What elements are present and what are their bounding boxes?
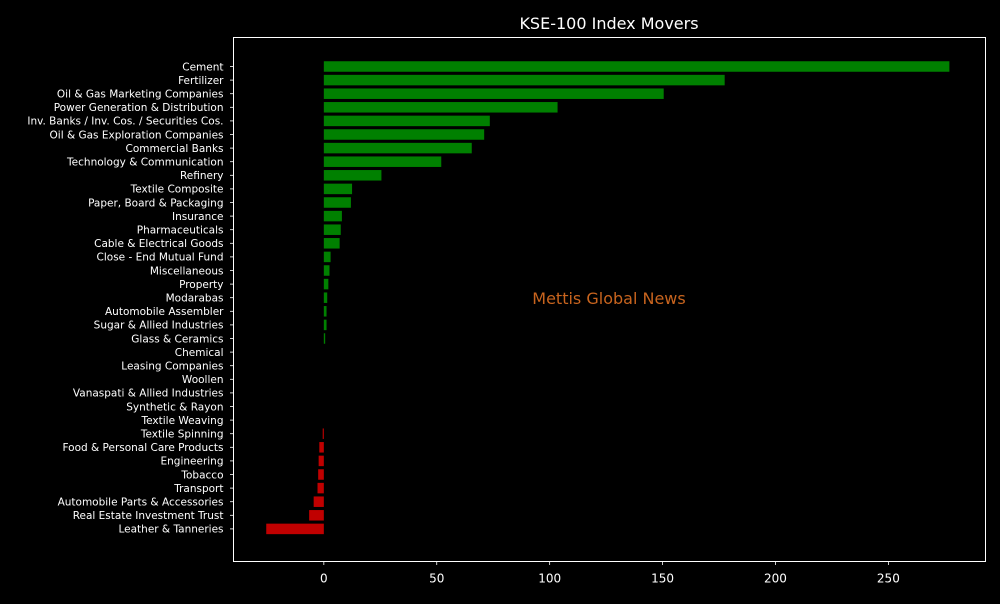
- category-label: Automobile Parts & Accessories: [58, 497, 224, 509]
- bar: [322, 428, 324, 439]
- bar: [323, 210, 342, 222]
- bar: [323, 61, 950, 72]
- category-label: Technology & Communication: [66, 157, 223, 169]
- category-label: Food & Personal Care Products: [62, 442, 223, 454]
- category-label: Vanaspati & Allied Industries: [73, 388, 224, 400]
- category-label: Paper, Board & Packaging: [88, 197, 223, 209]
- category-label: Chemical: [175, 347, 224, 359]
- bar: [319, 442, 324, 453]
- category-label: Property: [179, 279, 223, 291]
- category-label: Pharmaceuticals: [137, 225, 224, 237]
- category-label: Synthetic & Rayon: [126, 401, 223, 413]
- x-tick-label: 200: [764, 572, 787, 586]
- bar: [323, 278, 329, 290]
- bar: [266, 523, 324, 535]
- x-tick-label: 0: [320, 572, 328, 586]
- category-label: Real Estate Investment Trust: [73, 510, 224, 522]
- bar: [318, 455, 324, 467]
- bar: [323, 156, 442, 167]
- category-label: Refinery: [180, 170, 224, 182]
- category-label: Sugar & Allied Industries: [94, 320, 224, 332]
- bar: [323, 115, 490, 127]
- category-label: Fertilizer: [178, 75, 224, 87]
- bars-group: [266, 61, 950, 535]
- x-tick-label: 150: [651, 572, 674, 586]
- category-label: Textile Composite: [130, 184, 224, 196]
- bar: [323, 306, 327, 317]
- plot-area-frame: [233, 37, 986, 562]
- bar: [323, 88, 664, 99]
- x-axis-group: 0 50 100 150 200 250: [320, 561, 900, 586]
- category-labels-group: Cement Fertilizer Oil & Gas Marketing Comp…: [27, 61, 234, 536]
- bar: [318, 469, 324, 480]
- x-tick-label: 250: [877, 572, 900, 586]
- category-label: Miscellaneous: [150, 265, 224, 277]
- x-tick-label: 100: [538, 572, 561, 586]
- bar: [323, 251, 331, 263]
- category-label: Glass & Ceramics: [131, 333, 223, 345]
- category-label: Leasing Companies: [121, 361, 223, 373]
- bar: [309, 510, 324, 521]
- category-label: Inv. Banks / Inv. Cos. / Securities Cos.: [27, 116, 223, 128]
- bar: [323, 74, 725, 86]
- category-label: Automobile Assembler: [105, 306, 224, 318]
- bar: [323, 292, 328, 303]
- category-label: Tobacco: [180, 469, 223, 481]
- category-label: Insurance: [172, 211, 224, 223]
- category-label: Modarabas: [166, 293, 224, 305]
- bar: [323, 265, 330, 276]
- category-label: Commercial Banks: [126, 143, 224, 155]
- category-label: Cable & Electrical Goods: [94, 238, 223, 250]
- bar: [323, 102, 558, 113]
- bar: [323, 238, 340, 249]
- bar: [323, 142, 472, 154]
- category-label: Power Generation & Distribution: [54, 102, 224, 114]
- category-label: Oil & Gas Marketing Companies: [57, 89, 224, 101]
- bar: [323, 170, 382, 181]
- bar: [323, 319, 327, 331]
- bar: [323, 183, 353, 195]
- bar: [323, 224, 341, 235]
- category-label: Leather & Tanneries: [118, 524, 223, 536]
- category-label: Textile Spinning: [140, 429, 224, 441]
- bar: [317, 482, 324, 494]
- bar: [323, 197, 351, 208]
- category-label: Oil & Gas Exploration Companies: [50, 129, 224, 141]
- category-label: Woollen: [182, 374, 224, 386]
- x-tick-label: 50: [429, 572, 444, 586]
- category-label: Cement: [182, 61, 223, 73]
- category-label: Engineering: [161, 456, 224, 468]
- bar: [323, 129, 485, 140]
- watermark-text: Mettis Global News: [532, 289, 685, 308]
- category-label: Transport: [173, 483, 223, 495]
- bar: [313, 496, 324, 507]
- bar: [323, 333, 326, 344]
- category-label: Close - End Mutual Fund: [97, 252, 224, 264]
- category-label: Textile Weaving: [141, 415, 224, 427]
- chart-title: KSE-100 Index Movers: [519, 14, 698, 33]
